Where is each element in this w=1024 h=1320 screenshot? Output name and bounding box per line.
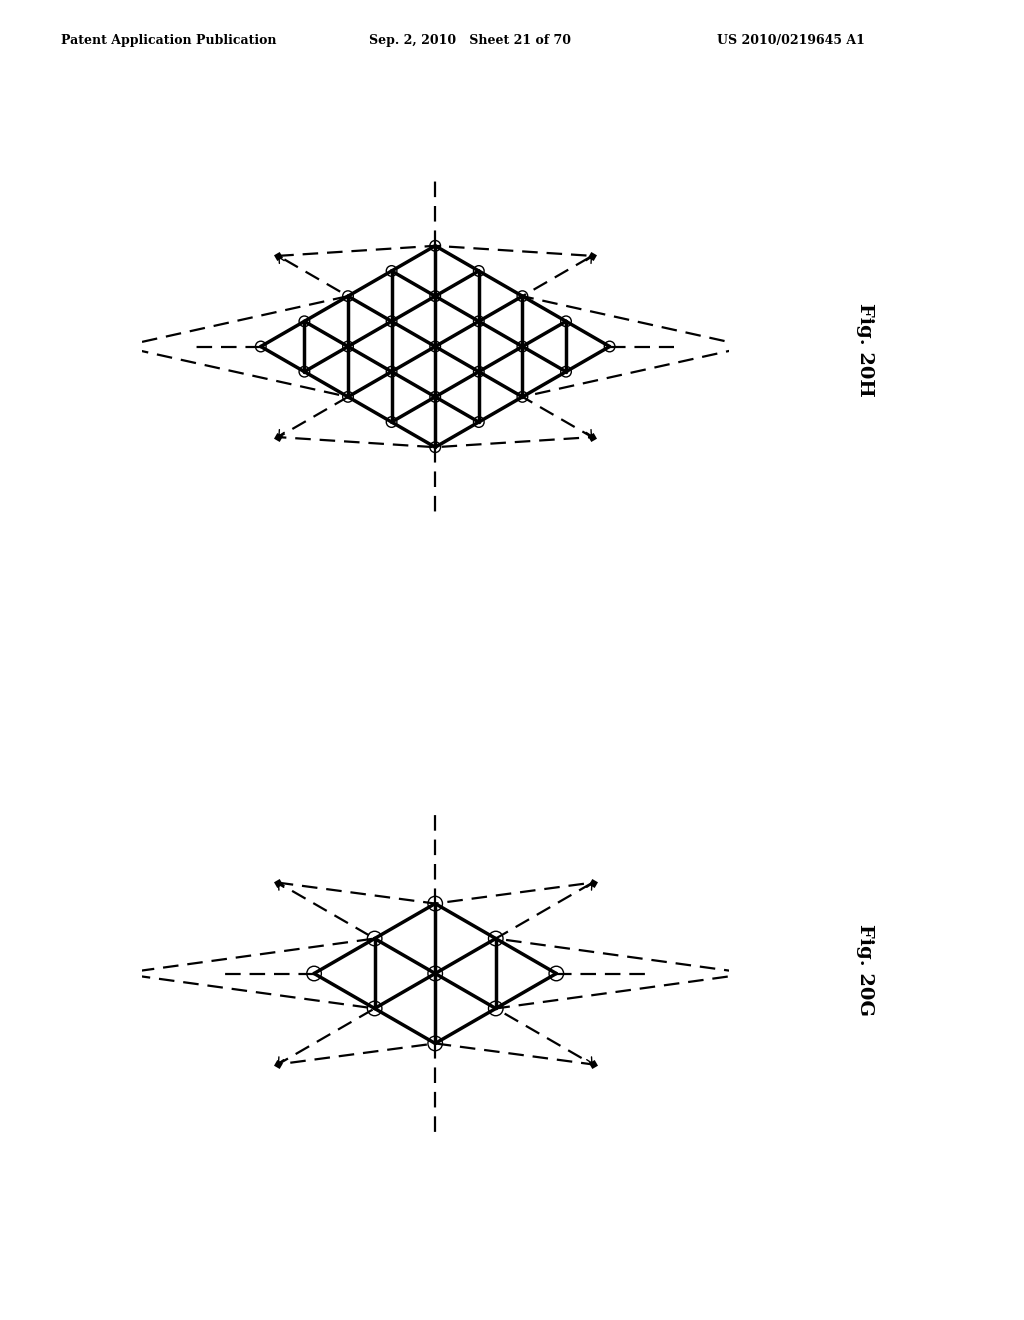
Text: Fig. 20G: Fig. 20G (856, 924, 874, 1016)
Text: Sep. 2, 2010   Sheet 21 of 70: Sep. 2, 2010 Sheet 21 of 70 (369, 34, 570, 48)
Text: Patent Application Publication: Patent Application Publication (61, 34, 276, 48)
Text: Fig. 20H: Fig. 20H (856, 302, 874, 397)
Text: US 2010/0219645 A1: US 2010/0219645 A1 (717, 34, 864, 48)
